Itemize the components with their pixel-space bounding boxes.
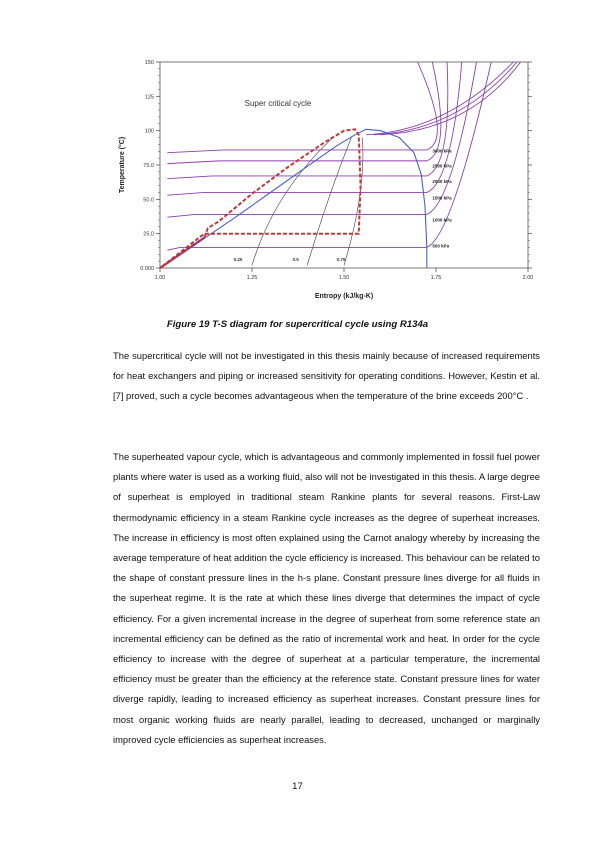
y-tick-label: 125	[145, 94, 154, 100]
isobar-line	[167, 61, 438, 154]
x-axis-title: Entropy (kJ/kg-K)	[315, 293, 373, 300]
x-tick-label: 2.00	[523, 275, 534, 281]
isobar-label: 3000 kPa	[432, 149, 452, 154]
y-tick-label: 75.0	[143, 163, 154, 169]
isobar-label: 2500 kPa	[432, 164, 452, 169]
quality-line	[251, 137, 334, 266]
isobar-line-supercritical	[380, 61, 521, 136]
isobar-line	[167, 61, 477, 218]
quality-label: 0.25	[234, 257, 243, 262]
plot-frame	[159, 61, 529, 269]
isobar-line	[167, 61, 463, 196]
quality-label: 0.75	[337, 257, 346, 262]
y-tick-label: 0.000	[140, 266, 154, 272]
y-tick-label: 50.0	[143, 197, 154, 203]
y-tick-label: 150	[145, 60, 154, 66]
paragraph-superheated: The superheated vapour cycle, which is a…	[113, 451, 540, 745]
isobar-label: 500 kPa	[432, 243, 449, 248]
y-tick-label: 100	[145, 129, 154, 135]
isobar-label: 1000 kPa	[432, 217, 452, 222]
quality-label: 0.5	[292, 257, 299, 262]
paragraph-supercritical: The supercritical cycle will not be inve…	[113, 350, 540, 402]
figure-caption: Figure 19 T-S diagram for supercritical …	[166, 319, 429, 330]
x-tick-label: 1.50	[339, 275, 350, 281]
isobar-line	[167, 61, 449, 180]
isobar-line-supercritical	[373, 61, 518, 136]
x-tick-label: 1.75	[431, 275, 442, 281]
ts-diagram-figure: 0.000 25.0 50.0 75.0 100 125 150 1.00 1.25 1.50 1.…	[112, 54, 542, 304]
page-number: 17	[292, 781, 303, 792]
isobar-label: 1500 kPa	[432, 195, 452, 200]
ts-chart: 0.000 25.0 50.0 75.0 100 125 150 1.00 1.25 1.50 1.…	[118, 60, 534, 300]
isobar-line	[167, 61, 492, 251]
saturation-dome	[159, 128, 428, 269]
x-tick-label: 1.25	[247, 275, 258, 281]
isobar-label: 2000 kPa	[432, 179, 452, 184]
isobar-line	[167, 61, 442, 165]
y-tick-label: 25.0	[143, 232, 154, 238]
y-axis-title: Temperature (°C)	[118, 137, 126, 193]
cycle-annotation: Super critical cycle	[245, 99, 312, 108]
x-tick-label: 1.00	[155, 275, 166, 281]
